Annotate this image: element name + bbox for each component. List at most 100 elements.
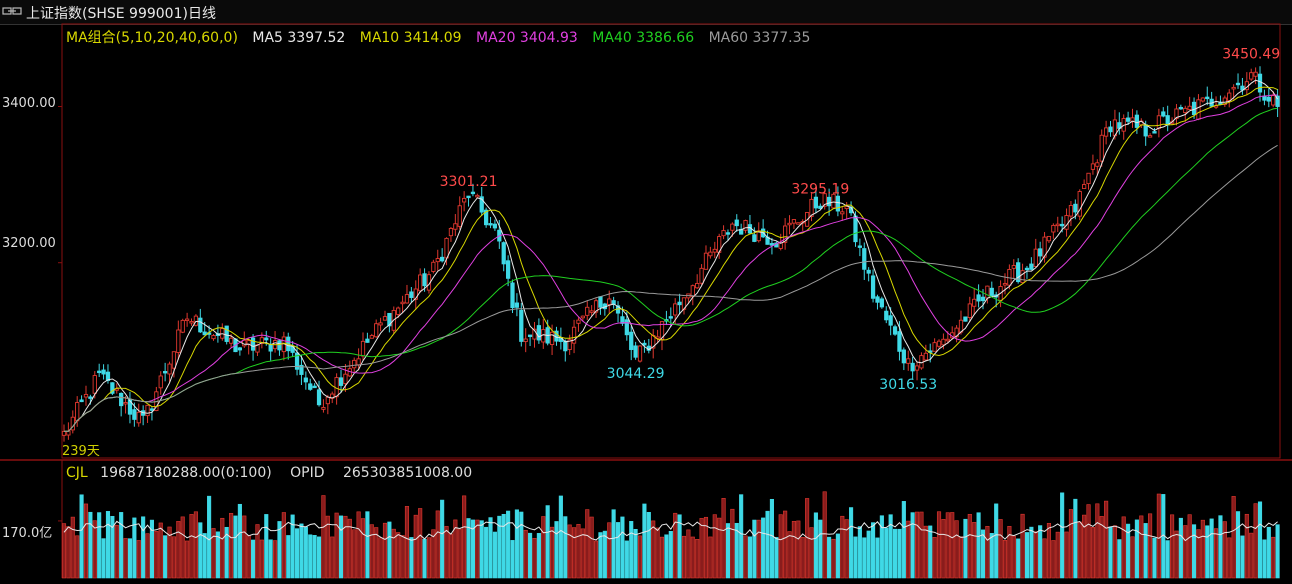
candle-body [440, 256, 445, 262]
annotation-low-2: 3016.53 [879, 377, 937, 393]
volume-bar [1205, 525, 1210, 579]
candle-body [224, 325, 229, 342]
volume-bar [818, 519, 823, 579]
volume-bar [251, 539, 256, 579]
candle-body [167, 363, 172, 375]
volume-bar [167, 526, 172, 579]
volume-bar [809, 527, 814, 579]
volume-bar [233, 515, 238, 579]
volume-bar [286, 535, 291, 579]
volume-bar [875, 537, 880, 579]
volume-bar [127, 538, 133, 579]
candle-body [897, 331, 902, 352]
volume-bar [1130, 536, 1135, 579]
price-panel-frame [61, 23, 1281, 459]
candle-body [435, 258, 440, 263]
ma40-value: MA40 3386.66 [592, 30, 695, 46]
volume-bar [325, 515, 330, 579]
candle-body [1139, 120, 1144, 126]
volume-bar [923, 525, 928, 579]
volume-bar [519, 511, 524, 579]
volume-bar [646, 512, 651, 579]
window-title: 上证指数(SHSE 999001)日线 [26, 6, 216, 22]
candle-body [541, 329, 546, 343]
volume-bar [101, 538, 106, 579]
volume-bar [1029, 526, 1034, 579]
volume-bar [1095, 503, 1100, 579]
candle-body [321, 406, 326, 410]
candle-body [176, 329, 181, 353]
volume-bar [1165, 540, 1170, 579]
volume-bar [572, 527, 577, 579]
candle-body [967, 303, 972, 318]
candle-body [853, 215, 858, 243]
volume-bar [308, 534, 313, 579]
volume-bar [1046, 523, 1052, 579]
volume-bar [681, 535, 687, 579]
candle-body [330, 393, 335, 399]
candle-body [1068, 205, 1074, 217]
candle-body [1020, 270, 1025, 284]
volume-bar [180, 516, 185, 579]
candle-body [215, 333, 221, 336]
candle-body [712, 248, 717, 253]
volume-bar [756, 519, 761, 579]
candle-body [193, 315, 199, 326]
volume-bar [725, 523, 731, 579]
volume-bar [1266, 526, 1271, 579]
volume-bar [510, 540, 515, 579]
volume-bar [466, 518, 471, 579]
volume-bar [360, 518, 366, 579]
candle-body [642, 342, 647, 346]
candle-body [576, 319, 581, 324]
volume-bar [695, 539, 700, 579]
candle-body [923, 352, 928, 361]
volume-bar [418, 508, 423, 579]
volume-bar [761, 517, 766, 579]
candle-body [1125, 117, 1131, 122]
volume-bar [237, 503, 242, 579]
volume-bar [901, 501, 906, 579]
candle-body [629, 331, 634, 350]
volume-bar [1200, 519, 1205, 579]
volume-bar [1196, 529, 1201, 579]
candle-body [400, 301, 405, 305]
candle-body [791, 219, 797, 224]
volume-bar [637, 535, 643, 579]
volume-bar [242, 515, 247, 579]
annotation-high-2: 3295.19 [791, 182, 849, 198]
volume-bar [1139, 515, 1144, 579]
volume-bar [404, 506, 410, 579]
volume-bar [290, 514, 295, 579]
candle-body [1064, 215, 1069, 230]
candle-body [659, 321, 665, 340]
candle-body [567, 339, 572, 350]
volume-ma-line [63, 520, 1278, 542]
volume-bar [171, 536, 176, 579]
volume-bar [1222, 521, 1227, 579]
volume-bar [229, 512, 234, 579]
candle-body [1095, 162, 1100, 167]
volume-bar [677, 514, 682, 579]
candle-body [963, 316, 968, 322]
candle-body [325, 396, 330, 405]
candle-body [369, 335, 374, 339]
candle-body [171, 351, 177, 369]
candle-body [523, 338, 528, 343]
candle-body [919, 355, 924, 369]
candle-body [734, 219, 739, 227]
volume-bar [769, 498, 774, 579]
candle-body [866, 269, 871, 274]
candle-body [558, 336, 563, 342]
candle-body [211, 335, 216, 340]
candle-body [294, 352, 300, 370]
candle-body [352, 359, 357, 369]
volume-bar [1002, 539, 1008, 579]
volume-bar [620, 516, 625, 579]
volume-bar [488, 517, 493, 579]
price-tick-3400: 3400.00 [2, 96, 56, 111]
volume-bar [1090, 527, 1095, 579]
ma-group-label: MA组合(5,10,20,40,60,0) [66, 30, 238, 46]
volume-bar [1271, 536, 1276, 579]
volume-bar [853, 536, 858, 579]
